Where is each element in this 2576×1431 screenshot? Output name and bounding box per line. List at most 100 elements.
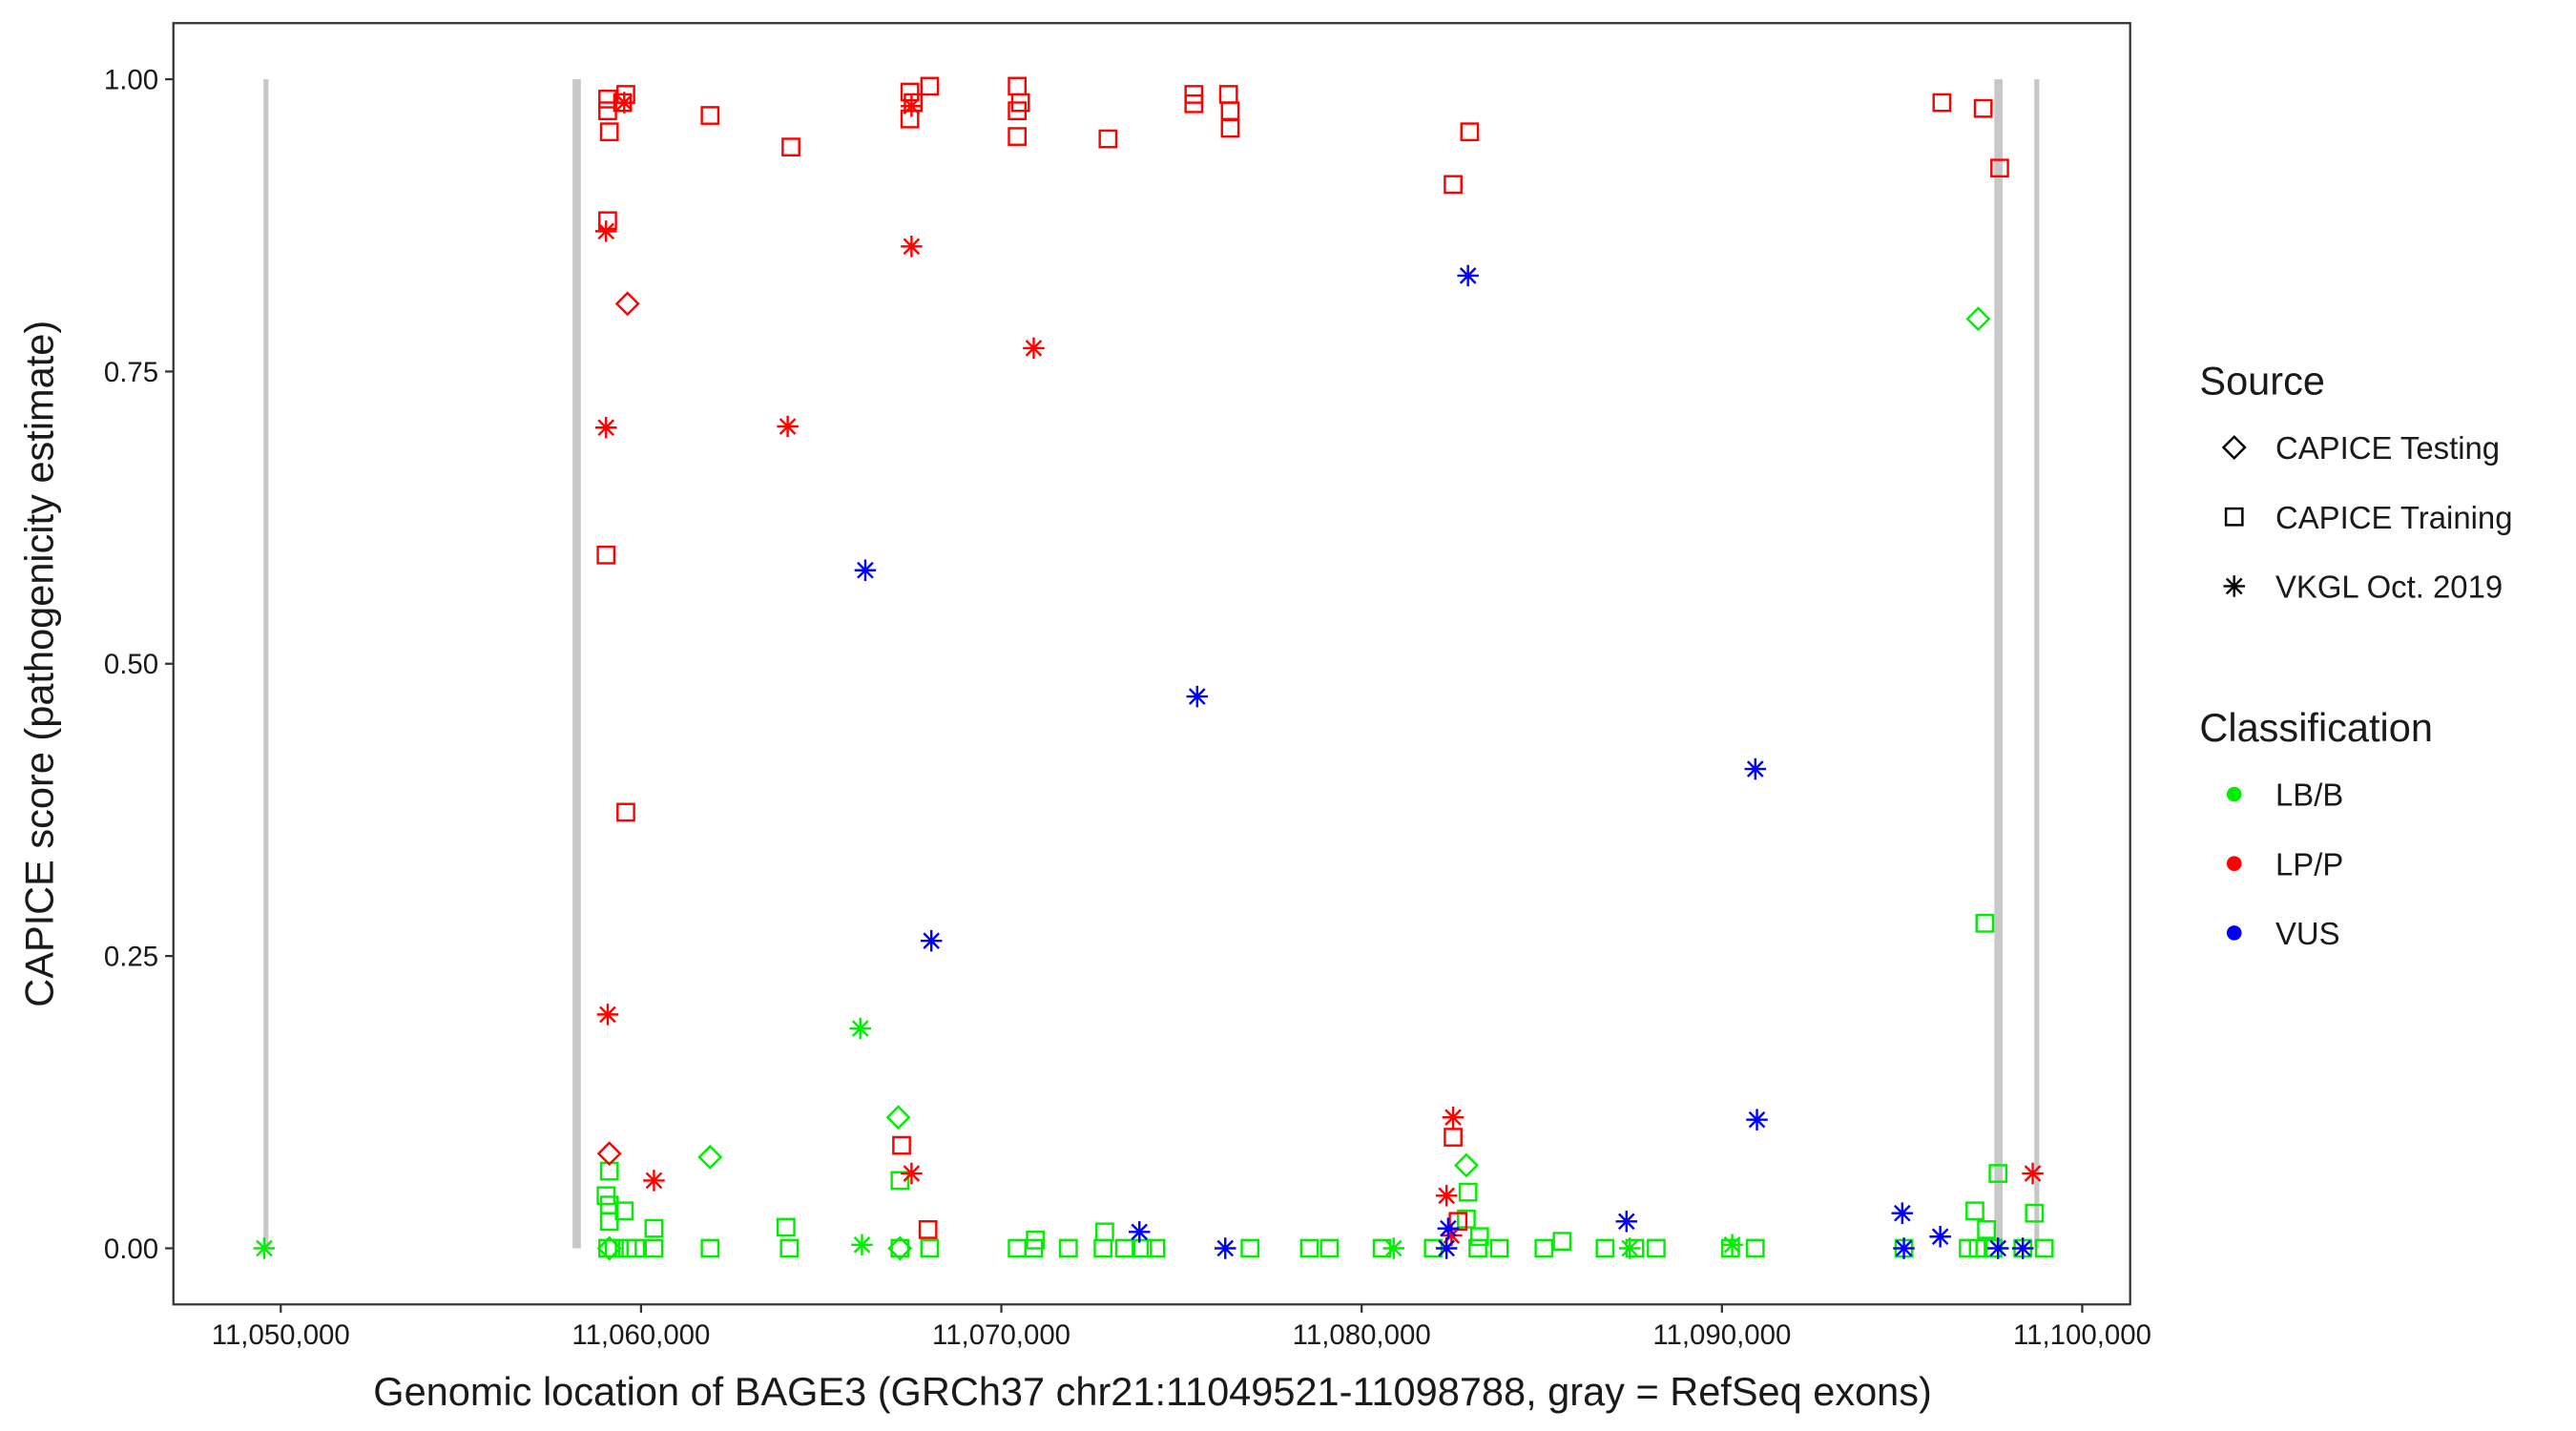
- point: [1098, 129, 1118, 149]
- point-stroke: [645, 1172, 663, 1190]
- point-stroke: [1894, 1204, 1911, 1222]
- point-stroke: [1621, 1239, 1639, 1257]
- point: [779, 1238, 800, 1258]
- point: [1745, 1238, 1765, 1258]
- legend-label: VKGL Oct. 2019: [2275, 570, 2503, 605]
- x-tick-label: 11,060,000: [571, 1319, 710, 1351]
- point: [599, 122, 619, 142]
- point: [777, 415, 799, 438]
- point-stroke: [1438, 1239, 1455, 1257]
- point: [1132, 1238, 1153, 1258]
- point-stroke: [1188, 688, 1206, 705]
- point: [1129, 1221, 1151, 1243]
- point: [616, 802, 635, 822]
- point: [1469, 1227, 1489, 1247]
- legend-label: LP/P: [2275, 846, 2343, 881]
- point: [1647, 1238, 1666, 1258]
- point: [626, 1238, 646, 1258]
- point: [613, 92, 635, 114]
- point-stroke: [1131, 1223, 1149, 1241]
- point-stroke: [2225, 577, 2243, 595]
- point: [644, 1238, 664, 1258]
- point: [596, 545, 616, 565]
- point-stroke: [1748, 1110, 1766, 1129]
- point-stroke: [1746, 760, 1764, 778]
- point-stroke: [1438, 1187, 1455, 1205]
- point: [1319, 1238, 1340, 1258]
- point: [1968, 1238, 1988, 1258]
- point: [2022, 1162, 2044, 1185]
- point: [1891, 1202, 1914, 1224]
- point: [1986, 1237, 2009, 1259]
- point: [594, 220, 617, 242]
- point: [1008, 127, 1028, 146]
- legend: CAPICE Testing CAPICE Training VKGL Oct. 2…: [2221, 430, 2512, 951]
- point: [904, 93, 924, 113]
- point: [614, 291, 640, 317]
- y-tick-label: 0.25: [104, 942, 158, 973]
- point-stroke: [923, 932, 940, 950]
- point-stroke: [779, 418, 797, 435]
- point-stroke: [903, 238, 921, 256]
- point: [900, 82, 920, 102]
- legend-symbol: [2226, 786, 2242, 802]
- point-layer: [253, 76, 2054, 1261]
- point: [890, 1171, 910, 1191]
- point: [614, 1201, 634, 1221]
- point: [901, 236, 923, 258]
- y-tick-label: 0.00: [104, 1234, 158, 1265]
- point: [1444, 1128, 1463, 1147]
- legend-label: VUS: [2275, 916, 2340, 951]
- point: [2011, 1237, 2034, 1259]
- point: [2034, 1238, 2054, 1258]
- point: [596, 1235, 622, 1261]
- point: [849, 1017, 871, 1040]
- point-stroke: [2024, 1165, 2042, 1182]
- point-stroke: [256, 1239, 273, 1257]
- point: [253, 1237, 276, 1259]
- point: [781, 137, 800, 156]
- point: [1010, 93, 1030, 113]
- point: [901, 1162, 923, 1185]
- point: [1215, 1237, 1236, 1259]
- legend-symbol: [2226, 856, 2242, 871]
- y-tick-label: 0.50: [104, 649, 158, 680]
- point: [1965, 306, 1991, 332]
- point: [1435, 1185, 1458, 1207]
- point: [1746, 1109, 1768, 1130]
- point: [1460, 122, 1480, 142]
- point: [1744, 757, 1767, 780]
- point-stroke: [1440, 1219, 1457, 1237]
- point: [887, 1235, 913, 1261]
- point: [1093, 1238, 1113, 1258]
- point-stroke: [2014, 1239, 2032, 1257]
- point: [1615, 1211, 1638, 1233]
- y-tick-label: 1.00: [104, 64, 158, 95]
- legend-label: LB/B: [2275, 778, 2343, 813]
- point-stroke: [1025, 340, 1043, 357]
- point: [1959, 1238, 1978, 1258]
- point: [605, 1238, 624, 1258]
- point: [1435, 1237, 1458, 1259]
- point: [920, 929, 943, 952]
- legend-symbol: [2224, 507, 2244, 527]
- point-stroke: [1989, 1239, 2007, 1257]
- point: [1240, 1238, 1260, 1258]
- point: [598, 90, 617, 109]
- point: [1932, 93, 1952, 113]
- point-stroke: [851, 1020, 869, 1037]
- point: [1975, 913, 1995, 933]
- x-tick-label: 11,080,000: [1293, 1319, 1431, 1351]
- point: [1973, 98, 1993, 118]
- point: [854, 559, 877, 581]
- x-tick-label: 11,070,000: [932, 1319, 1070, 1351]
- exon: [1994, 79, 2004, 1249]
- point: [920, 76, 940, 96]
- point: [2025, 1203, 2045, 1223]
- point: [1058, 1238, 1078, 1258]
- point: [1023, 337, 1045, 360]
- point: [700, 1238, 720, 1258]
